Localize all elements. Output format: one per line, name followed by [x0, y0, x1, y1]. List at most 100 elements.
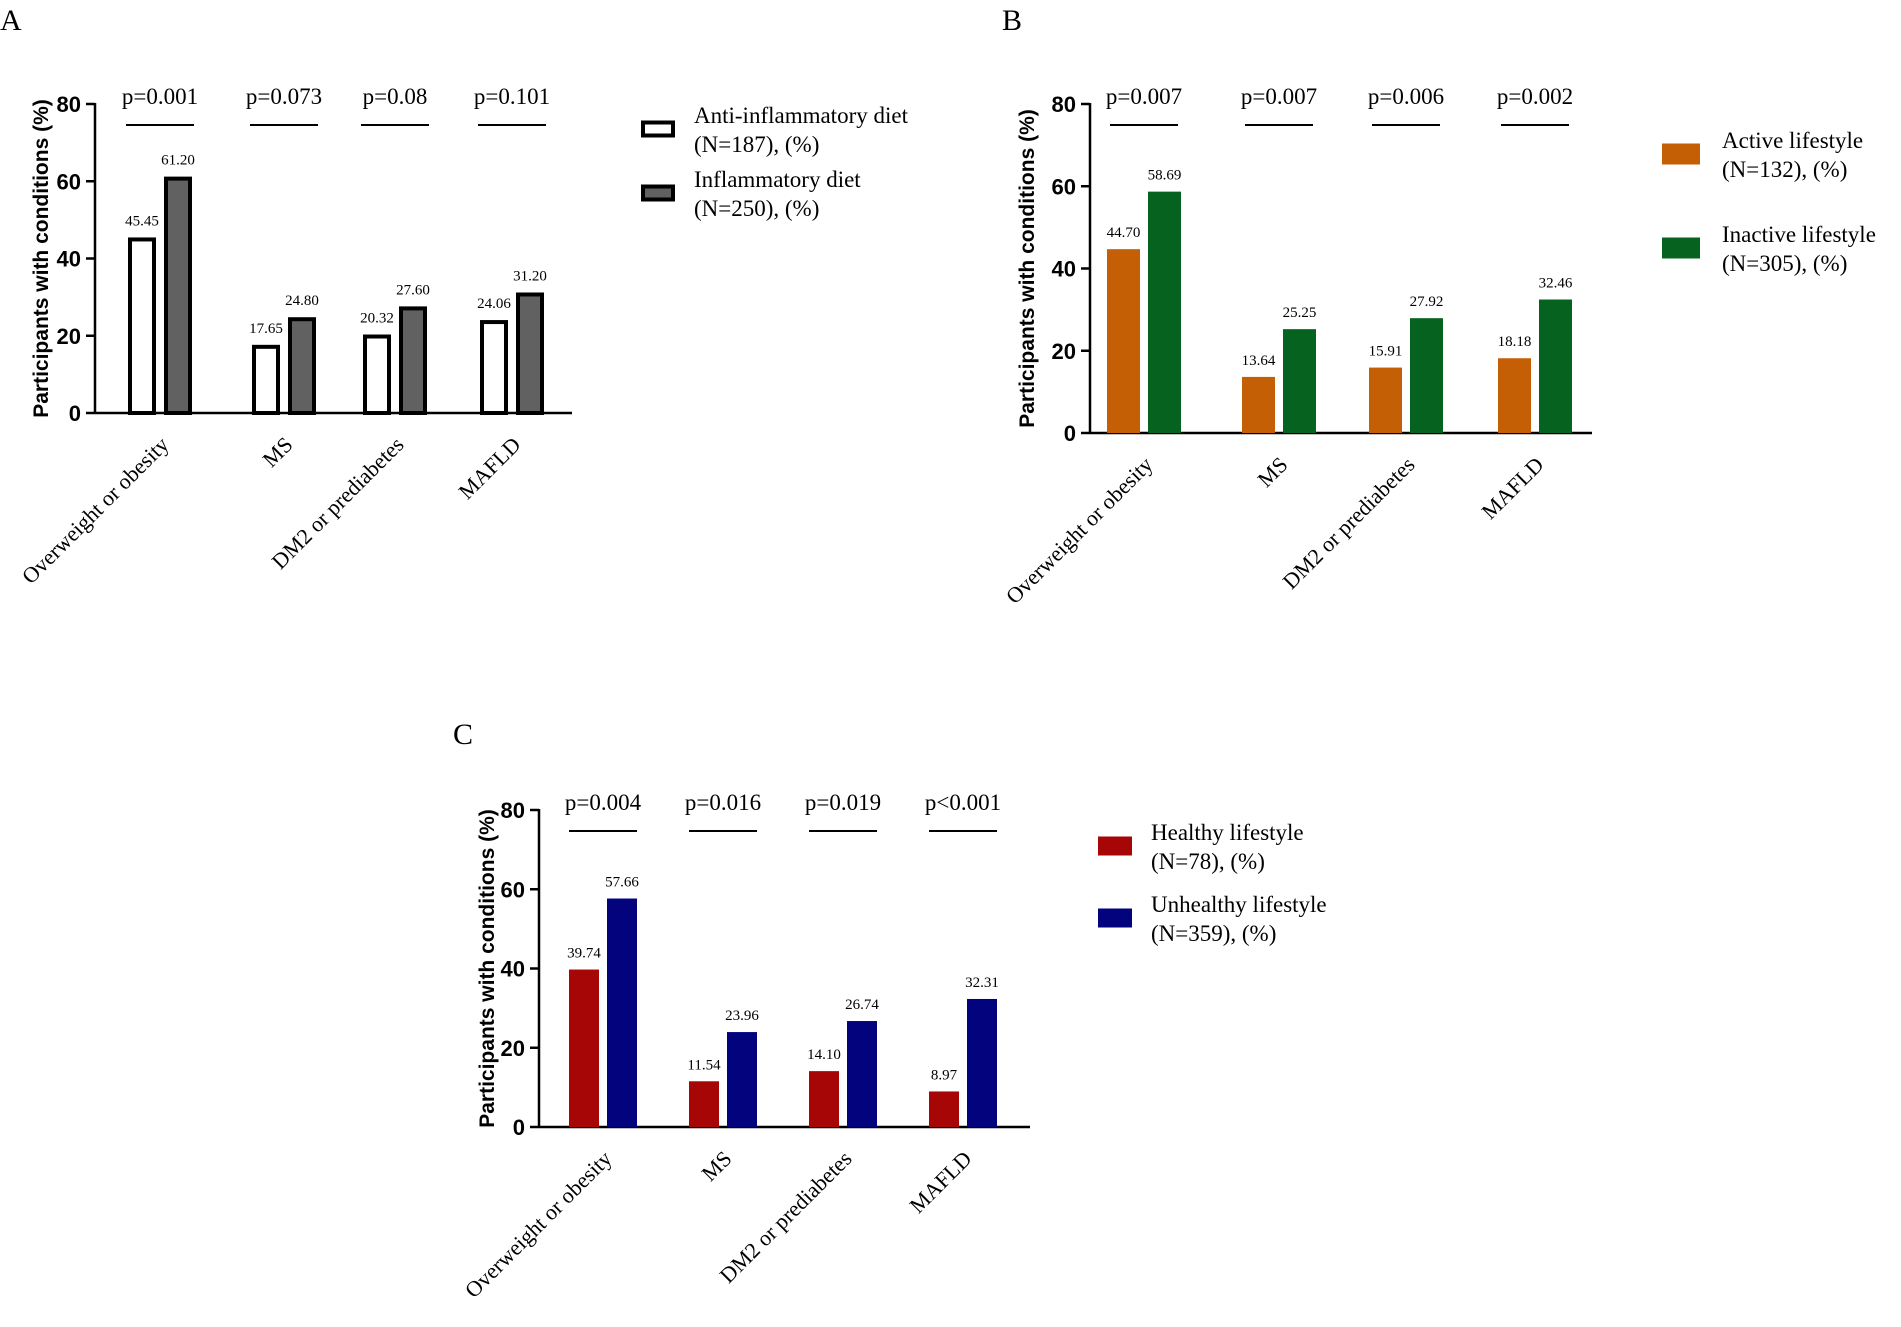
bar	[1283, 329, 1316, 433]
bar	[727, 1032, 757, 1127]
bar	[516, 292, 544, 415]
legend: Anti-inflammatory diet (N=187), (%) Inflam…	[641, 103, 909, 221]
data-label: 11.54	[687, 1057, 721, 1073]
data-label: 25.25	[1283, 305, 1317, 321]
data-label: 32.46	[1539, 276, 1573, 292]
data-label: 20.32	[360, 311, 394, 327]
data-label: 45.45	[125, 213, 159, 229]
x-tick-label: MAFLD	[904, 1146, 976, 1218]
x-tick-label: Overweight or obesity	[460, 1146, 617, 1303]
legend-label: (N=250), (%)	[694, 196, 819, 221]
data-label: 32.31	[965, 975, 999, 991]
data-label: 17.65	[249, 321, 283, 337]
y-tick-label: 60	[501, 877, 525, 902]
data-label: 26.74	[845, 997, 879, 1013]
bar	[480, 320, 508, 415]
data-label: 13.64	[1242, 353, 1276, 369]
p-value-label: p=0.006	[1368, 84, 1444, 109]
p-value-label: p=0.016	[685, 790, 761, 815]
y-tick-label: 40	[501, 957, 525, 982]
p-value-label: p=0.002	[1497, 84, 1573, 109]
legend-swatch	[1662, 143, 1700, 165]
p-value-label: p=0.08	[363, 84, 428, 109]
panel-letter: A	[0, 4, 22, 37]
p-value-label: p=0.007	[1106, 84, 1182, 109]
x-tick-label: Overweight or obesity	[17, 432, 174, 589]
y-tick-label: 80	[1052, 92, 1076, 117]
bar	[252, 344, 280, 415]
legend-swatch	[641, 120, 675, 138]
x-tick-label: MS	[1252, 452, 1292, 492]
bar	[288, 317, 316, 415]
legend-label: Anti-inflammatory diet	[694, 103, 909, 128]
data-label: 23.96	[725, 1008, 759, 1024]
legend-label: (N=187), (%)	[694, 132, 819, 157]
panel-letter: C	[453, 718, 473, 751]
x-tick-label: MAFLD	[1476, 452, 1548, 524]
legend-label: Unhealthy lifestyle	[1151, 892, 1327, 917]
bar	[809, 1071, 839, 1127]
bar	[847, 1021, 877, 1127]
bar	[929, 1091, 959, 1127]
x-tick-label: Overweight or obesity	[1001, 452, 1158, 609]
legend: Active lifestyle (N=132), (%) Inactive lif…	[1662, 128, 1876, 276]
legend-label: (N=78), (%)	[1151, 849, 1265, 874]
bar	[607, 898, 637, 1127]
p-value-label: p=0.004	[565, 790, 642, 815]
data-label: 58.69	[1148, 168, 1182, 184]
data-label: 39.74	[567, 946, 601, 962]
bar	[1107, 249, 1140, 433]
y-tick-label: 20	[501, 1036, 525, 1061]
y-tick-label: 80	[501, 798, 525, 823]
y-tick-label: 40	[57, 247, 81, 272]
p-value-label: p=0.073	[246, 84, 322, 109]
legend-swatch	[1098, 908, 1132, 928]
x-tick-label: MS	[257, 432, 297, 472]
bar	[164, 176, 192, 415]
x-tick-label: DM2 or prediabetes	[714, 1146, 856, 1288]
legend-label: Healthy lifestyle	[1151, 820, 1304, 845]
legend-label: Active lifestyle	[1722, 128, 1863, 153]
data-label: 15.91	[1369, 344, 1403, 360]
legend-swatch	[1098, 836, 1132, 856]
data-label: 27.92	[1410, 294, 1444, 310]
y-tick-label: 20	[1052, 339, 1076, 364]
panel-letter: B	[1002, 4, 1022, 37]
legend-label: Inflammatory diet	[694, 167, 861, 192]
y-tick-label: 0	[1064, 421, 1076, 446]
data-label: 61.20	[161, 153, 195, 169]
y-tick-label: 60	[1052, 174, 1076, 199]
x-tick-label: MAFLD	[453, 432, 525, 504]
legend-label: Inactive lifestyle	[1722, 222, 1876, 247]
bar	[967, 998, 997, 1127]
data-label: 57.66	[605, 875, 639, 891]
bar	[399, 306, 427, 415]
p-value-label: p=0.019	[805, 790, 881, 815]
y-tick-label: 40	[1052, 257, 1076, 282]
legend: Healthy lifestyle (N=78), (%) Unhealthy li…	[1098, 820, 1327, 946]
data-label: 8.97	[931, 1067, 958, 1083]
data-label: 24.80	[285, 293, 319, 309]
data-label: 44.70	[1107, 225, 1141, 241]
data-label: 24.06	[477, 296, 511, 312]
bar	[1242, 376, 1275, 433]
y-tick-label: 80	[57, 92, 81, 117]
x-tick-label: MS	[696, 1146, 736, 1186]
y-tick-label: 0	[513, 1115, 525, 1140]
bar	[1498, 358, 1531, 433]
p-value-label: p<0.001	[925, 790, 1001, 815]
y-tick-label: 60	[57, 169, 81, 194]
chart-panel-b: B 0 20 40 60 80 Participants with conditions (…	[1001, 4, 1876, 609]
bar	[1410, 318, 1443, 433]
p-value-label: p=0.001	[122, 84, 198, 109]
y-tick-label: 0	[69, 401, 81, 426]
bar	[1539, 299, 1572, 433]
y-tick-label: 20	[57, 324, 81, 349]
legend-label: (N=305), (%)	[1722, 251, 1847, 276]
bar	[569, 969, 599, 1127]
p-value-label: p=0.101	[474, 84, 550, 109]
legend-label: (N=132), (%)	[1722, 157, 1847, 182]
